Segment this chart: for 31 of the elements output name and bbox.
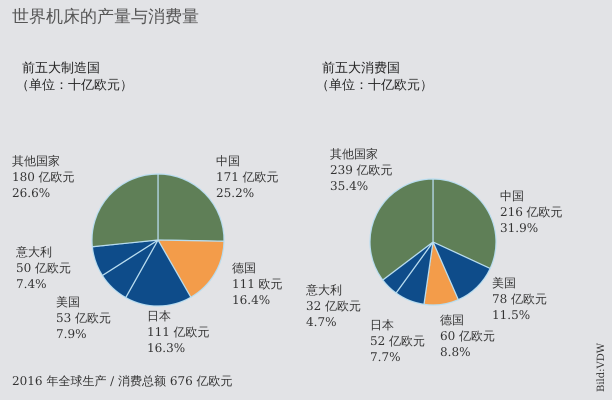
slice-label: 意大利 — [15, 245, 52, 259]
slice-label: 日本 — [147, 309, 171, 323]
data-label: 32 亿欧元 4.7% — [306, 299, 362, 329]
data-label: 60 亿欧元 8.8% — [440, 329, 496, 359]
data-label: 180 亿欧元 26.6% — [12, 170, 75, 200]
text: Bild:VDW — [596, 342, 607, 392]
slice-label: 其他国家 — [12, 154, 60, 168]
slice-label: 意大利 — [305, 283, 342, 297]
slice-label: 其他国家 — [330, 147, 378, 161]
slice-label: 德国 — [232, 261, 256, 275]
slice-label: 中国 — [500, 189, 524, 203]
data-label: 53 亿欧元 7.9% — [56, 311, 112, 341]
data-label: 216 亿欧元 31.9% — [500, 205, 563, 235]
chart-title: 前五大消费国 — [322, 61, 400, 76]
slice-label: 美国 — [56, 295, 80, 309]
chart-subtitle: （单位：十亿欧元） — [16, 78, 133, 93]
data-label: 78 亿欧元 11.5% — [492, 292, 548, 322]
chart-subtitle: （单位：十亿欧元） — [316, 78, 433, 93]
slice-label: 美国 — [492, 276, 516, 290]
data-label: 239 亿欧元 35.4% — [330, 163, 393, 193]
data-label: 171 亿欧元 25.2% — [216, 170, 279, 200]
data-label: 111 欧元 16.4% — [232, 277, 283, 307]
slice-label: 德国 — [440, 313, 464, 327]
chart-title: 前五大制造国 — [22, 61, 100, 76]
text: 2016 年全球生产 / 消费总额 676 亿欧元 — [12, 374, 233, 388]
slice-label: 中国 — [216, 154, 240, 168]
slice-label: 日本 — [370, 318, 394, 332]
data-label: 50 亿欧元 7.4% — [16, 261, 72, 291]
text: 世界机床的产量与消费量 — [12, 7, 199, 27]
data-label: 52 亿欧元 7.7% — [370, 334, 426, 364]
data-label: 111 亿欧元 16.3% — [147, 325, 210, 355]
